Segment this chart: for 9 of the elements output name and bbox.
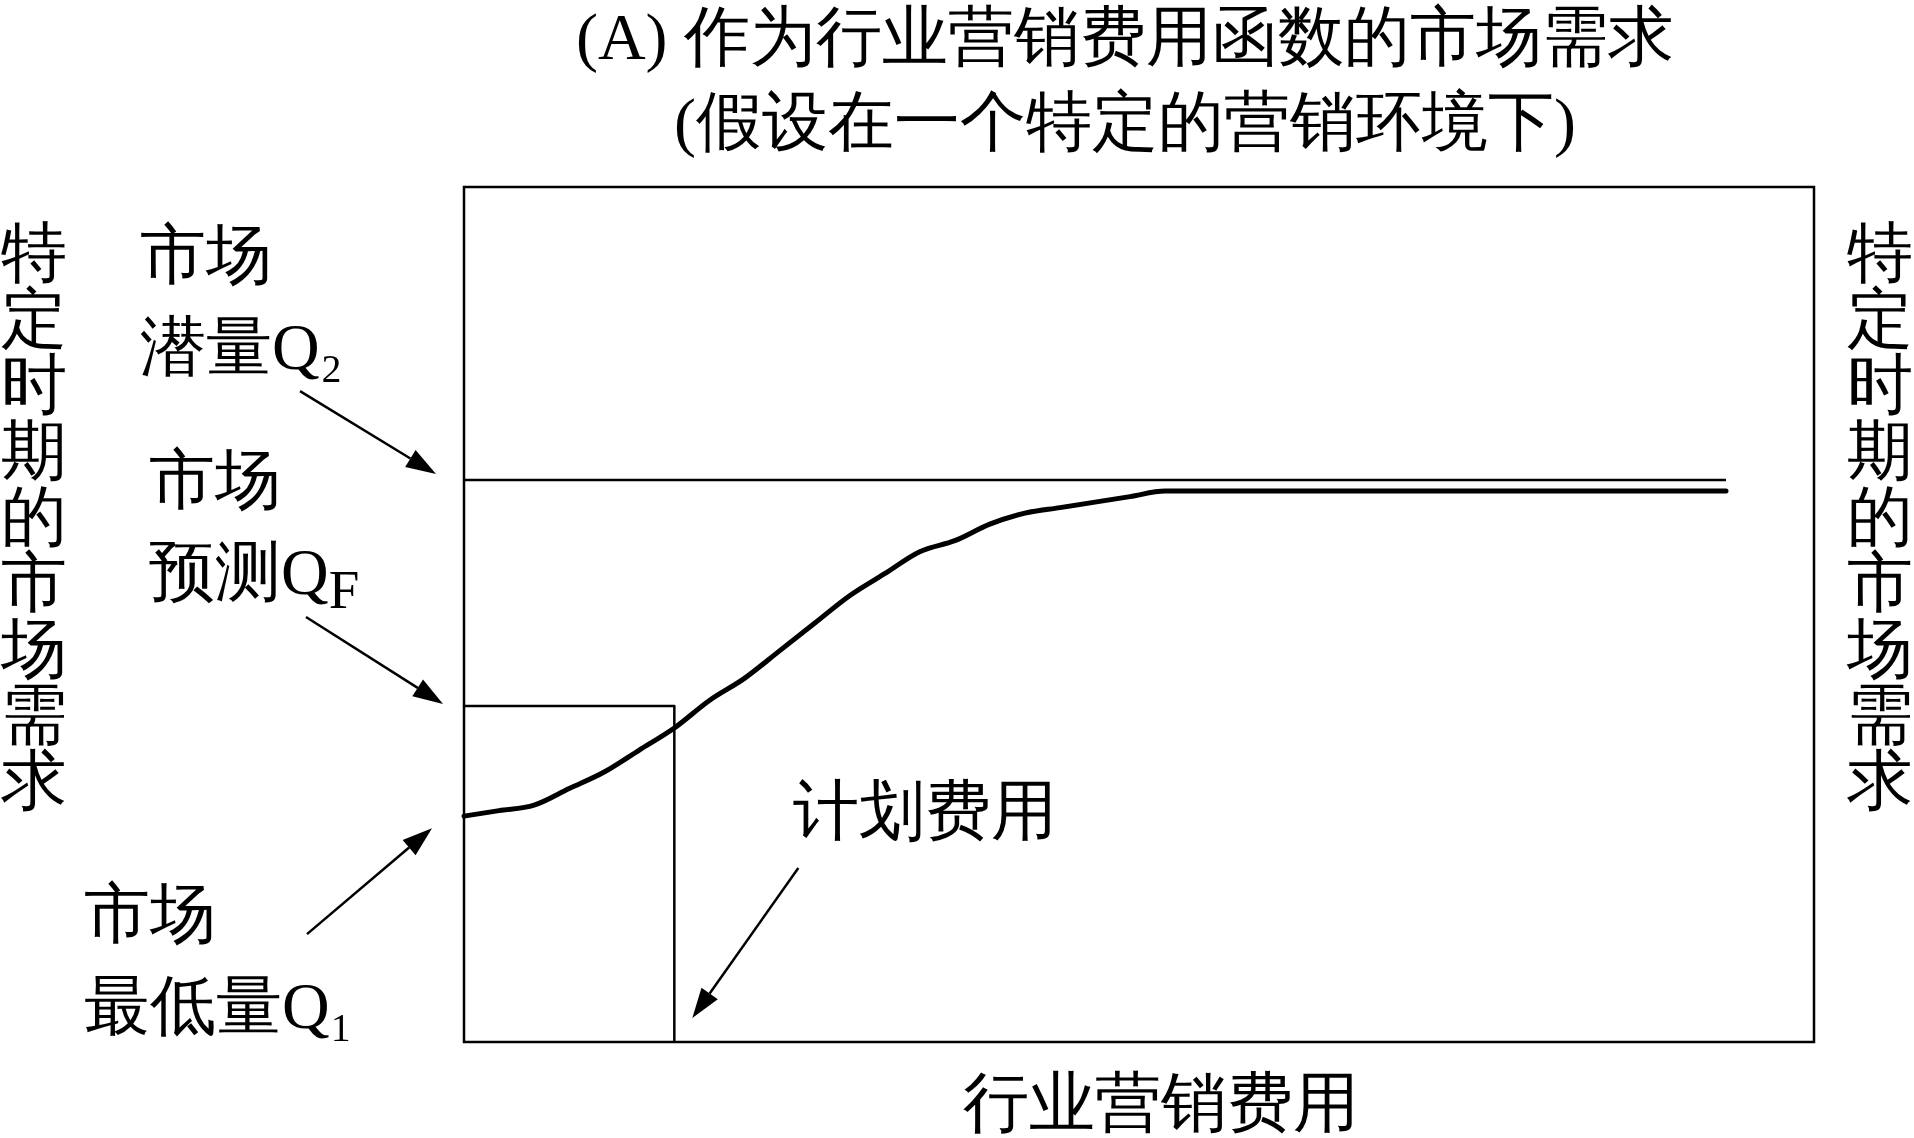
text: 特定时期的市场需求	[1, 216, 67, 817]
annotation: 计划费用	[793, 773, 1058, 849]
text: 特定时期的市场需求	[1847, 216, 1913, 817]
chart-title: (A) 作为行业营销费用函数的市场需求	[574, 0, 1676, 73]
text: 市场预测Q$_{F}$	[149, 441, 360, 623]
chart-subtitle: (假设在一个特定的营销环境下)	[673, 85, 1577, 158]
ref-line-label: 市场潜量Q₂	[140, 217, 343, 386]
x-axis-title: 行业营销费用	[962, 1066, 1360, 1138]
text: 市场最低量Q₁	[84, 876, 353, 1045]
